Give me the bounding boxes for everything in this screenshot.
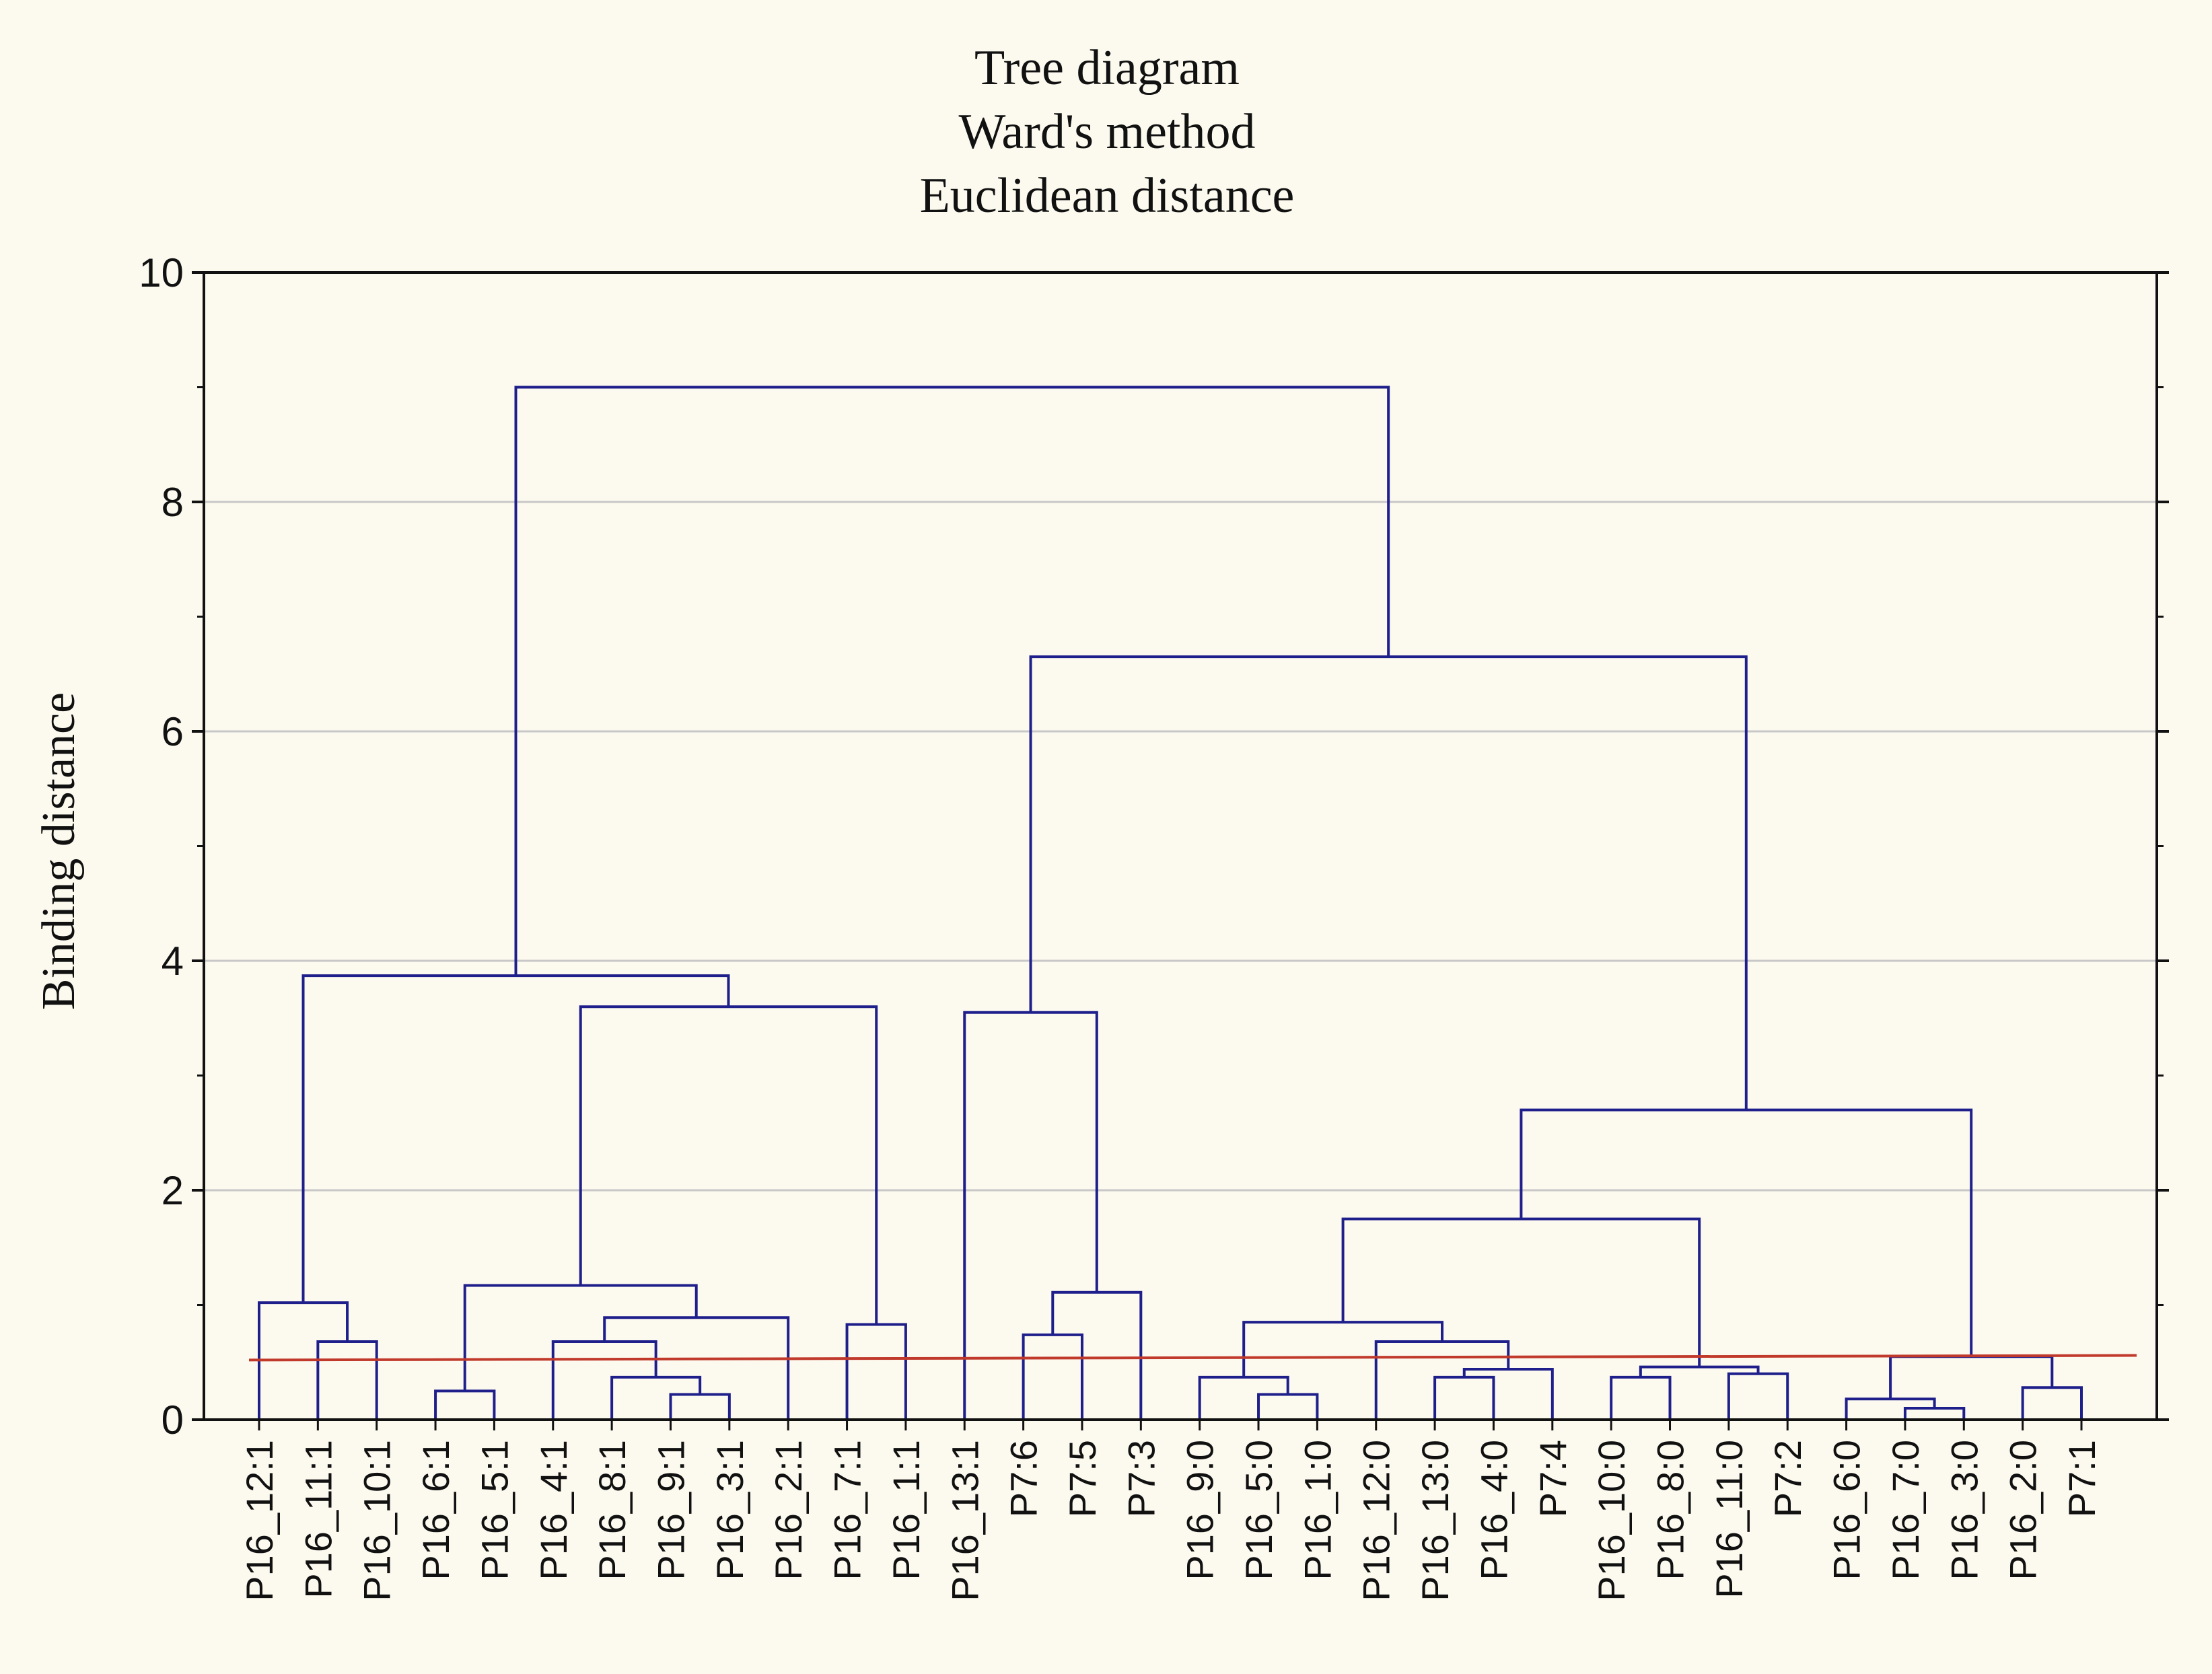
- dendrogram-link: [1433, 1375, 1495, 1420]
- y-axis-label: Binding distance: [33, 692, 85, 1010]
- chart-title-line: Tree diagram: [974, 40, 1240, 96]
- leaf-label: P16_6:0: [1826, 1440, 1868, 1580]
- grid-lines: [204, 501, 2157, 1192]
- dendrogram-link: [514, 386, 1390, 976]
- leaf-label: P16_11:0: [1708, 1440, 1750, 1599]
- dendrogram-link: [603, 1316, 790, 1420]
- chart-frame: Tree diagram Ward's method Euclidean dis…: [17, 17, 2195, 1657]
- dendrogram-chart: Tree diagram Ward's method Euclidean dis…: [33, 40, 2169, 1601]
- dendrogram-link: [1242, 1321, 1444, 1377]
- leaf-label: P7:5: [1061, 1440, 1104, 1517]
- y-tick-label: 2: [162, 1168, 184, 1213]
- y-tick-label: 10: [139, 250, 184, 295]
- dendrogram-link: [1639, 1365, 1760, 1377]
- dendrogram-link: [1903, 1406, 1966, 1420]
- y-tick-label: 0: [162, 1397, 184, 1443]
- leaf-label: P16_3:0: [1943, 1440, 1985, 1580]
- leaf-label: P7:3: [1120, 1440, 1162, 1517]
- dendrogram-link: [1022, 1333, 1083, 1420]
- leaf-label: P16_10:0: [1590, 1440, 1633, 1601]
- leaf-label: P16_7:1: [826, 1440, 869, 1580]
- chart-title-line: Ward's method: [958, 104, 1255, 159]
- dendrogram-link: [845, 1323, 907, 1420]
- plot-border: [203, 271, 2158, 1421]
- y-tick-label: 6: [162, 709, 184, 754]
- leaf-label: P16_6:1: [415, 1440, 457, 1580]
- y-tick-label: 8: [162, 480, 184, 525]
- dendrogram-link: [1051, 1290, 1143, 1420]
- dendrogram-link: [434, 1389, 496, 1420]
- chart-title-group: Tree diagram Ward's method Euclidean dis…: [920, 40, 1295, 223]
- leaf-label: P16_12:0: [1355, 1440, 1398, 1601]
- y-axis-ticks: 0 2 4 6 8 10: [139, 250, 2169, 1443]
- leaf-label: P16_9:0: [1179, 1440, 1221, 1580]
- dendrogram-links: [258, 386, 2083, 1420]
- dendrogram-link: [463, 1284, 698, 1391]
- leaf-labels: P16_12:1 P16_11:1 P16_10:1 P16_6:1 P16_5:1 P1…: [238, 1420, 2103, 1601]
- dendrogram-link: [1341, 1217, 1701, 1367]
- leaf-label: P7:4: [1532, 1440, 1574, 1517]
- leaf-label: P16_10:1: [356, 1440, 398, 1601]
- leaf-label: P7:2: [1767, 1440, 1809, 1517]
- leaf-label: P16_4:1: [532, 1440, 575, 1580]
- dendrogram-link: [669, 1393, 731, 1420]
- dendrogram-link: [1374, 1340, 1510, 1420]
- leaf-label: P16_7:0: [1884, 1440, 1927, 1580]
- dendrogram-link: [579, 1005, 878, 1325]
- dendrogram-link: [1889, 1355, 2054, 1399]
- cut-line-group: [248, 1354, 2137, 1362]
- leaf-label: P16_13:1: [943, 1440, 986, 1601]
- cut-threshold-line: [248, 1354, 2137, 1362]
- dendrogram-link: [316, 1340, 378, 1420]
- leaf-label: P16_8:0: [1649, 1440, 1692, 1580]
- leaf-label: P16_3:1: [709, 1440, 751, 1580]
- leaf-label: P16_12:1: [238, 1440, 281, 1601]
- leaf-label: P16_4:0: [1472, 1440, 1515, 1580]
- leaf-label: P16_2:0: [2002, 1440, 2044, 1580]
- dendrogram-link: [610, 1375, 702, 1420]
- chart-title-line: Euclidean distance: [920, 168, 1295, 223]
- leaf-label: P16_11:1: [297, 1440, 339, 1599]
- leaf-label: P16_13:0: [1414, 1440, 1456, 1601]
- dendrogram-link: [1727, 1372, 1789, 1420]
- dendrogram-link: [2021, 1386, 2083, 1420]
- leaf-label: P16_2:1: [767, 1440, 810, 1580]
- dendrogram-link: [1610, 1375, 1672, 1420]
- dendrogram-link: [1520, 1108, 1973, 1357]
- dendrogram-link: [301, 974, 730, 1303]
- dendrogram-link: [1029, 655, 1748, 1110]
- leaf-label: P16_1:1: [885, 1440, 927, 1580]
- leaf-label: P7:1: [2061, 1440, 2103, 1517]
- dendrogram-link: [1198, 1375, 1289, 1420]
- leaf-label: P7:6: [1003, 1440, 1045, 1517]
- leaf-label: P16_8:1: [591, 1440, 633, 1580]
- leaf-label: P16_5:1: [473, 1440, 515, 1580]
- y-tick-label: 4: [162, 939, 184, 984]
- leaf-label: P16_9:1: [649, 1440, 692, 1580]
- leaf-label: P16_5:0: [1238, 1440, 1280, 1580]
- dendrogram-link: [551, 1340, 657, 1420]
- dendrogram-link: [1257, 1393, 1319, 1420]
- leaf-label: P16_1:0: [1296, 1440, 1339, 1580]
